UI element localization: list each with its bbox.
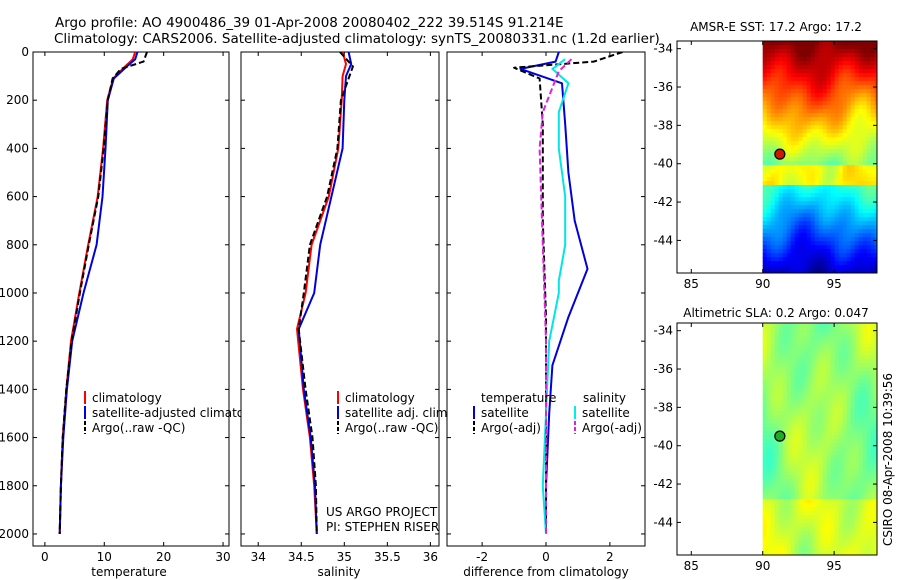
argo-position-marker xyxy=(774,430,786,442)
legend-label-satellite: satellite adj. clim. xyxy=(345,406,451,420)
x-tick-label: -2 xyxy=(476,550,488,564)
series-line-1 xyxy=(297,52,353,535)
salinity-series xyxy=(296,52,354,535)
y-tick-label: 200 xyxy=(6,93,29,107)
legend-label-satellite-adjusted: satellite-adjusted climatology xyxy=(92,406,270,420)
legend-header-salinity: salinity xyxy=(583,391,626,405)
x-tick-label: 35 xyxy=(337,550,352,564)
y-tick-label: -38 xyxy=(653,400,673,414)
difference-panel: -2 0 2 difference from climatology tempera… xyxy=(446,51,646,579)
sst-argo-marker xyxy=(774,148,786,160)
x-tick-label: 2 xyxy=(606,550,614,564)
salinity-panel: 34 34.5 35 35.5 36 salinity climatology sate… xyxy=(240,51,451,579)
project-label: US ARGO PROJECT xyxy=(326,505,438,519)
temperature-legend: climatology satellite-adjusted climatolo… xyxy=(84,391,270,435)
y-tick-label: 2000 xyxy=(0,527,29,541)
y-tick-label: 600 xyxy=(6,190,29,204)
csiro-timestamp: CSIRO 08-Apr-2008 10:39:56 xyxy=(881,373,895,546)
x-tick-label: 85 xyxy=(684,559,699,573)
sst-heatmap xyxy=(762,41,877,273)
difference-series xyxy=(513,52,623,535)
y-tick-label: 1600 xyxy=(0,431,29,445)
sst-map-ticks: 85 90 95 -34 -36 -38 -40 -42 -44 xyxy=(653,41,877,291)
x-tick-label: 90 xyxy=(755,277,770,291)
x-tick-label: 36 xyxy=(423,550,438,564)
y-tick-label: -36 xyxy=(653,362,673,376)
y-tick-label: 400 xyxy=(6,141,29,155)
y-tick-label: 1000 xyxy=(0,286,29,300)
y-tick-label: 0 xyxy=(21,45,29,59)
temperature-x-label: temperature xyxy=(91,565,166,579)
x-tick-label: 0 xyxy=(41,550,49,564)
legend-header-temperature: temperature xyxy=(481,391,556,405)
series-line-2 xyxy=(297,52,354,535)
y-tick-label: 800 xyxy=(6,238,29,252)
y-tick-label: -42 xyxy=(653,195,673,209)
difference-legend: temperature salinity satellite Argo(-adj… xyxy=(473,391,642,435)
sla-map-title: Altimetric SLA: 0.2 Argo: 0.047 xyxy=(683,306,868,320)
salinity-ticks: 34 34.5 35 35.5 36 xyxy=(241,51,439,564)
x-tick-label: 0 xyxy=(542,550,550,564)
difference-x-label: difference from climatology xyxy=(463,565,629,579)
legend-label-climatology: climatology xyxy=(345,391,415,405)
y-tick-label: -34 xyxy=(653,324,673,338)
y-tick-label: 1200 xyxy=(0,334,29,348)
x-tick-label: 95 xyxy=(827,277,842,291)
sla-heatmap xyxy=(762,323,877,555)
sla-map-panel: Altimetric SLA: 0.2 Argo: 0.047 85 90 95 -3… xyxy=(653,306,878,573)
temperature-series xyxy=(58,52,148,535)
x-tick-label: 10 xyxy=(97,550,112,564)
x-tick-label: 20 xyxy=(156,550,171,564)
legend-label-climatology: climatology xyxy=(92,391,162,405)
difference-ticks: -2 0 2 xyxy=(447,51,645,564)
y-tick-label: -36 xyxy=(653,80,673,94)
x-tick-label: 30 xyxy=(215,550,230,564)
y-tick-label: 1400 xyxy=(0,382,29,396)
x-tick-label: 90 xyxy=(755,559,770,573)
legend-label-argo: Argo(..raw -QC) xyxy=(92,421,185,435)
y-tick-label: 1800 xyxy=(0,479,29,493)
y-tick-label: -40 xyxy=(653,157,673,171)
legend-label-temp-satellite: satellite xyxy=(481,406,529,420)
figure-title-line1: Argo profile: AO 4900486_39 01-Apr-2008 … xyxy=(55,15,564,31)
series-line-0 xyxy=(519,52,589,534)
legend-label-argo: Argo(..raw -QC) xyxy=(345,421,438,435)
temperature-panel: 0 10 20 30 0 200 400 600 800 1000 1200 1400 1600 1800… xyxy=(0,45,270,579)
series-line-3 xyxy=(538,58,573,534)
series-line-2 xyxy=(58,52,148,535)
y-tick-label: -44 xyxy=(653,515,673,529)
sst-map-panel: AMSR-E SST: 17.2 Argo: 17.2 85 90 95 -34 -36… xyxy=(653,20,878,291)
temperature-ticks: 0 10 20 30 0 200 400 600 800 1000 1200 1400 1600 1800… xyxy=(0,45,231,564)
y-tick-label: -38 xyxy=(653,118,673,132)
y-tick-label: -34 xyxy=(653,42,673,56)
x-tick-label: 95 xyxy=(827,559,842,573)
x-tick-label: 35.5 xyxy=(374,550,401,564)
y-tick-label: -42 xyxy=(653,477,673,491)
y-tick-label: -44 xyxy=(653,233,673,247)
y-tick-label: -40 xyxy=(653,439,673,453)
legend-label-sal-argo: Argo(-adj) xyxy=(582,421,642,435)
sla-argo-marker xyxy=(774,430,786,442)
figure-title-line2: Climatology: CARS2006. Satellite-adjuste… xyxy=(54,31,660,47)
argo-position-marker xyxy=(774,148,786,160)
legend-label-sal-satellite: satellite xyxy=(582,406,630,420)
salinity-legend: climatology satellite adj. clim. Argo(..… xyxy=(337,391,451,435)
temperature-axes xyxy=(32,51,230,547)
pi-label: PI: STEPHEN RISER xyxy=(326,520,439,534)
sla-map-ticks: 85 90 95 -34 -36 -38 -40 -42 -44 xyxy=(653,323,877,573)
legend-label-temp-argo: Argo(-adj) xyxy=(481,421,541,435)
x-tick-label: 85 xyxy=(684,277,699,291)
x-tick-label: 34.5 xyxy=(288,550,315,564)
sst-map-title: AMSR-E SST: 17.2 Argo: 17.2 xyxy=(690,20,862,34)
x-tick-label: 34 xyxy=(251,550,266,564)
salinity-x-label: salinity xyxy=(317,565,360,579)
